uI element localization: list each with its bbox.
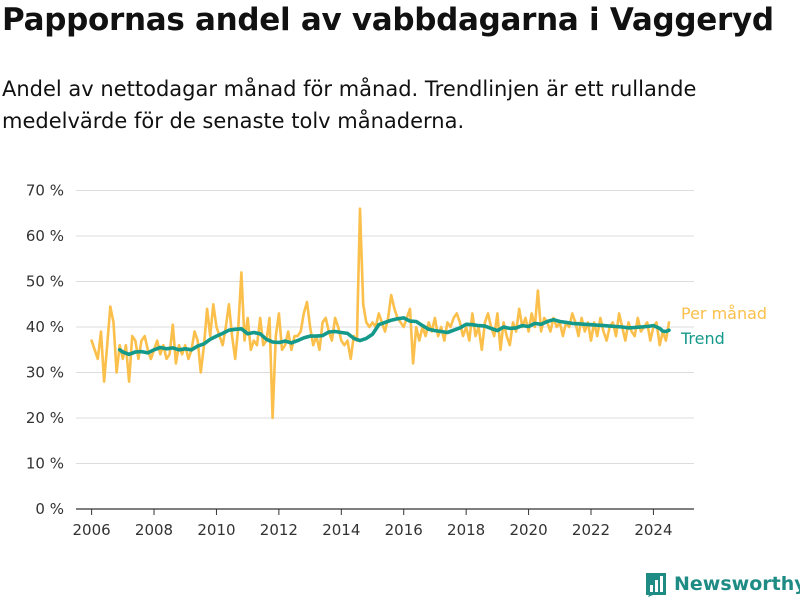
legend: Per månad Trend — [680, 304, 767, 348]
y-tick-label: 30 % — [26, 364, 64, 382]
y-tick-label: 0 % — [35, 500, 64, 518]
x-tick-label: 2010 — [197, 521, 235, 539]
y-axis: 0 % 10 % 20 % 30 % 40 % 50 % 60 % 70 % — [26, 182, 64, 519]
x-tick-label: 2008 — [135, 521, 173, 539]
x-tick-label: 2006 — [73, 521, 111, 539]
x-tick-label: 2014 — [322, 521, 360, 539]
y-tick-label: 40 % — [26, 318, 64, 336]
x-tick-label: 2022 — [572, 521, 610, 539]
chart-title: Pappornas andel av vabbdagarna i Vaggery… — [2, 2, 774, 38]
legend-label: Trend — [680, 329, 725, 348]
series-lines — [90, 207, 671, 420]
series-line-per-manad — [90, 207, 671, 420]
y-tick-label: 70 % — [26, 182, 64, 200]
x-tick-label: 2016 — [385, 521, 423, 539]
y-tick-label: 60 % — [26, 227, 64, 245]
y-tick-label: 50 % — [26, 273, 64, 291]
bar-chart-logo-icon — [646, 573, 666, 597]
x-tick-label: 2018 — [447, 521, 485, 539]
x-tick-label: 2020 — [509, 521, 547, 539]
x-axis: 2006 2008 2010 2012 2014 2016 2018 2020 2022 2024 — [73, 509, 673, 539]
y-tick-label: 20 % — [26, 409, 64, 427]
legend-label: Per månad — [681, 304, 767, 323]
x-tick-label: 2024 — [634, 521, 672, 539]
x-tick-label: 2012 — [260, 521, 298, 539]
series-line-trend — [117, 316, 671, 357]
brand-logo: Newsworthy — [644, 569, 800, 599]
y-tick-label: 10 % — [26, 455, 64, 473]
chart-subtitle: Andel av nettodagar månad för månad. Tre… — [2, 77, 697, 133]
brand-name: Newsworthy — [674, 573, 800, 595]
